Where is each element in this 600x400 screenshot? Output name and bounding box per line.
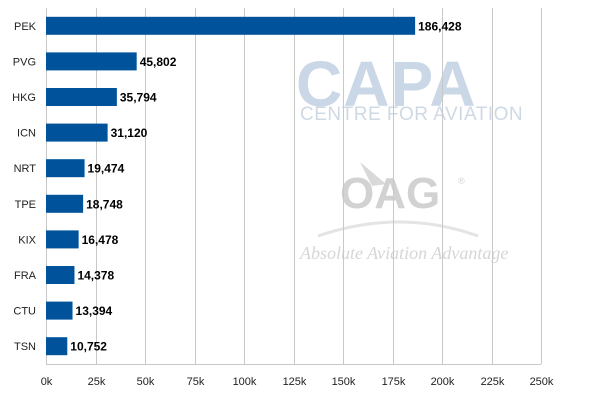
- x-tick-label: 100k: [233, 376, 257, 388]
- capa-watermark-title: CAPA: [296, 48, 477, 120]
- x-tick-label: 75k: [187, 376, 205, 388]
- category-label: TPE: [15, 199, 36, 211]
- category-label: FRA: [14, 270, 37, 282]
- data-label: 35,794: [120, 91, 157, 105]
- data-label: 16,478: [82, 233, 119, 247]
- oag-watermark-title: OAG: [340, 169, 440, 218]
- oag-swoosh-icon: [317, 220, 479, 238]
- x-axis-ticks: 0k 25k 50k 75k 100k 125k 150k 175k 200k 225k 250k: [41, 376, 554, 388]
- data-label: 45,802: [140, 55, 177, 69]
- category-label: ICN: [17, 128, 36, 140]
- bar-hkg: [46, 88, 117, 106]
- bar-tsn: [46, 337, 68, 356]
- bar-kix: [46, 230, 79, 249]
- category-label: KIX: [18, 234, 36, 246]
- oag-logo-mark-icon: [360, 162, 386, 186]
- bar-fra: [46, 266, 75, 284]
- bar-tpe: [46, 194, 84, 213]
- bar-nrt: [46, 159, 85, 178]
- x-tick-label: 0k: [41, 376, 53, 388]
- x-tick-label: 50k: [137, 376, 155, 388]
- category-label: PVG: [13, 56, 36, 68]
- x-tick-label: 150k: [332, 376, 356, 388]
- capa-watermark-subtitle: CENTRE FOR AVIATION: [300, 104, 523, 125]
- bar-ctu: [46, 301, 73, 320]
- data-label: 14,378: [77, 269, 114, 283]
- data-label: 18,748: [86, 197, 123, 211]
- data-label: 31,120: [111, 126, 148, 140]
- data-label: 186,428: [418, 19, 462, 33]
- bar-pek: [46, 16, 416, 35]
- oag-watermark-subtitle: Absolute Aviation Advantage: [299, 243, 508, 263]
- x-tick-label: 200k: [431, 376, 455, 388]
- category-labels: PEK PVG HKG ICN NRT TPE KIX FRA CTU TSN: [12, 21, 37, 353]
- oag-registered-mark: ®: [458, 176, 465, 186]
- data-label: 19,474: [88, 162, 125, 176]
- x-tick-label: 250k: [530, 376, 554, 388]
- category-label: TSN: [14, 341, 36, 353]
- value-labels: 186,428 45,802 35,794 31,120 19,474 18,748 16,…: [70, 19, 462, 353]
- data-label: 13,394: [76, 304, 113, 318]
- category-label: NRT: [14, 163, 37, 175]
- x-tick-label: 125k: [283, 376, 307, 388]
- x-tick-label: 175k: [382, 376, 406, 388]
- category-label: PEK: [14, 21, 37, 33]
- category-label: CTU: [13, 306, 36, 318]
- bars: [46, 16, 416, 356]
- bar-pvg: [46, 52, 137, 71]
- x-tick-label: 225k: [481, 376, 505, 388]
- category-label: HKG: [12, 92, 36, 104]
- watermark-layer: CAPA CENTRE FOR AVIATION OAG ® Absolute …: [296, 48, 523, 263]
- bar-icn: [46, 123, 108, 142]
- data-label: 10,752: [70, 340, 107, 354]
- x-tick-label: 25k: [88, 376, 106, 388]
